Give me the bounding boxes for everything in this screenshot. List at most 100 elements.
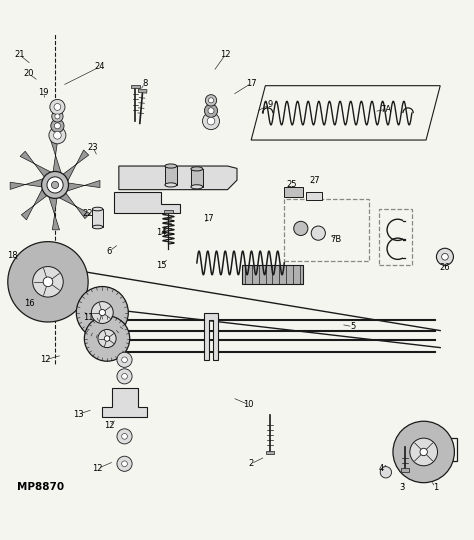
Text: 1: 1 xyxy=(433,483,438,492)
Circle shape xyxy=(47,177,63,193)
Polygon shape xyxy=(48,195,60,230)
Circle shape xyxy=(55,114,60,119)
Bar xyxy=(92,209,103,227)
Circle shape xyxy=(311,226,325,240)
Text: 23: 23 xyxy=(88,143,98,152)
Polygon shape xyxy=(138,89,147,93)
Text: 25: 25 xyxy=(286,180,297,190)
Bar xyxy=(242,265,303,284)
Text: 19: 19 xyxy=(38,88,48,97)
Text: 13: 13 xyxy=(73,410,84,418)
Ellipse shape xyxy=(92,207,103,211)
Circle shape xyxy=(122,461,128,467)
Text: 21: 21 xyxy=(14,50,25,59)
Text: MP8870: MP8870 xyxy=(18,482,64,492)
Circle shape xyxy=(104,336,110,341)
Polygon shape xyxy=(266,450,274,454)
Ellipse shape xyxy=(165,183,177,187)
Polygon shape xyxy=(204,313,218,360)
Text: 20: 20 xyxy=(24,69,34,78)
Polygon shape xyxy=(21,188,48,220)
Polygon shape xyxy=(63,150,89,182)
Circle shape xyxy=(208,108,214,114)
Ellipse shape xyxy=(92,225,103,229)
Ellipse shape xyxy=(165,164,177,168)
Circle shape xyxy=(33,267,63,297)
Circle shape xyxy=(51,119,64,132)
Text: 7B: 7B xyxy=(331,235,342,244)
Circle shape xyxy=(98,329,116,348)
Text: 11: 11 xyxy=(83,313,93,322)
Circle shape xyxy=(122,357,128,363)
Polygon shape xyxy=(114,192,180,213)
Circle shape xyxy=(437,248,454,265)
Ellipse shape xyxy=(191,185,203,189)
Text: 17: 17 xyxy=(246,79,256,88)
Text: 27: 27 xyxy=(310,176,320,185)
Circle shape xyxy=(52,111,63,122)
Polygon shape xyxy=(58,192,90,219)
Text: 15: 15 xyxy=(156,261,167,270)
Bar xyxy=(306,192,322,200)
Circle shape xyxy=(91,302,113,323)
Text: 14: 14 xyxy=(156,228,167,237)
Circle shape xyxy=(50,99,65,114)
Circle shape xyxy=(205,94,217,106)
Text: 16: 16 xyxy=(24,299,34,308)
Circle shape xyxy=(76,287,128,339)
Polygon shape xyxy=(131,85,140,88)
Bar xyxy=(191,169,203,187)
Circle shape xyxy=(117,429,132,444)
Polygon shape xyxy=(66,180,100,192)
Polygon shape xyxy=(102,388,147,416)
Text: 6: 6 xyxy=(107,247,112,255)
Text: 22: 22 xyxy=(83,209,93,218)
Circle shape xyxy=(209,98,214,103)
Circle shape xyxy=(117,369,132,384)
Circle shape xyxy=(54,104,61,110)
Circle shape xyxy=(204,104,218,117)
Text: 4: 4 xyxy=(379,464,384,473)
Polygon shape xyxy=(20,151,52,178)
Circle shape xyxy=(207,117,215,125)
Circle shape xyxy=(294,221,308,235)
Circle shape xyxy=(410,438,438,466)
Circle shape xyxy=(55,123,60,129)
Circle shape xyxy=(380,467,392,478)
Polygon shape xyxy=(164,210,173,213)
Polygon shape xyxy=(10,178,45,190)
Text: 26: 26 xyxy=(440,263,450,272)
Circle shape xyxy=(420,448,428,456)
Text: 24: 24 xyxy=(95,62,105,71)
Circle shape xyxy=(442,253,448,260)
Circle shape xyxy=(99,309,105,316)
Circle shape xyxy=(8,241,88,322)
Text: 17: 17 xyxy=(203,213,214,222)
Text: 12: 12 xyxy=(40,355,51,364)
Circle shape xyxy=(43,277,53,287)
Circle shape xyxy=(117,352,132,367)
Ellipse shape xyxy=(191,167,203,171)
Text: 5: 5 xyxy=(350,322,356,331)
Circle shape xyxy=(49,127,66,144)
Circle shape xyxy=(42,172,69,198)
Circle shape xyxy=(202,113,219,130)
Bar xyxy=(284,199,369,260)
Polygon shape xyxy=(51,140,62,174)
Circle shape xyxy=(122,374,128,379)
Text: 10: 10 xyxy=(244,400,254,409)
Text: 2: 2 xyxy=(248,460,254,468)
Polygon shape xyxy=(119,166,237,190)
Bar xyxy=(165,166,177,185)
Text: 7A: 7A xyxy=(380,105,392,114)
Circle shape xyxy=(84,316,130,361)
Circle shape xyxy=(393,421,455,483)
Text: 18: 18 xyxy=(7,251,18,260)
Text: 8: 8 xyxy=(142,79,147,88)
Text: 12: 12 xyxy=(92,464,103,473)
Circle shape xyxy=(54,131,61,139)
Text: 3: 3 xyxy=(400,483,405,492)
Circle shape xyxy=(117,456,132,471)
Circle shape xyxy=(52,181,59,188)
Polygon shape xyxy=(401,469,409,472)
